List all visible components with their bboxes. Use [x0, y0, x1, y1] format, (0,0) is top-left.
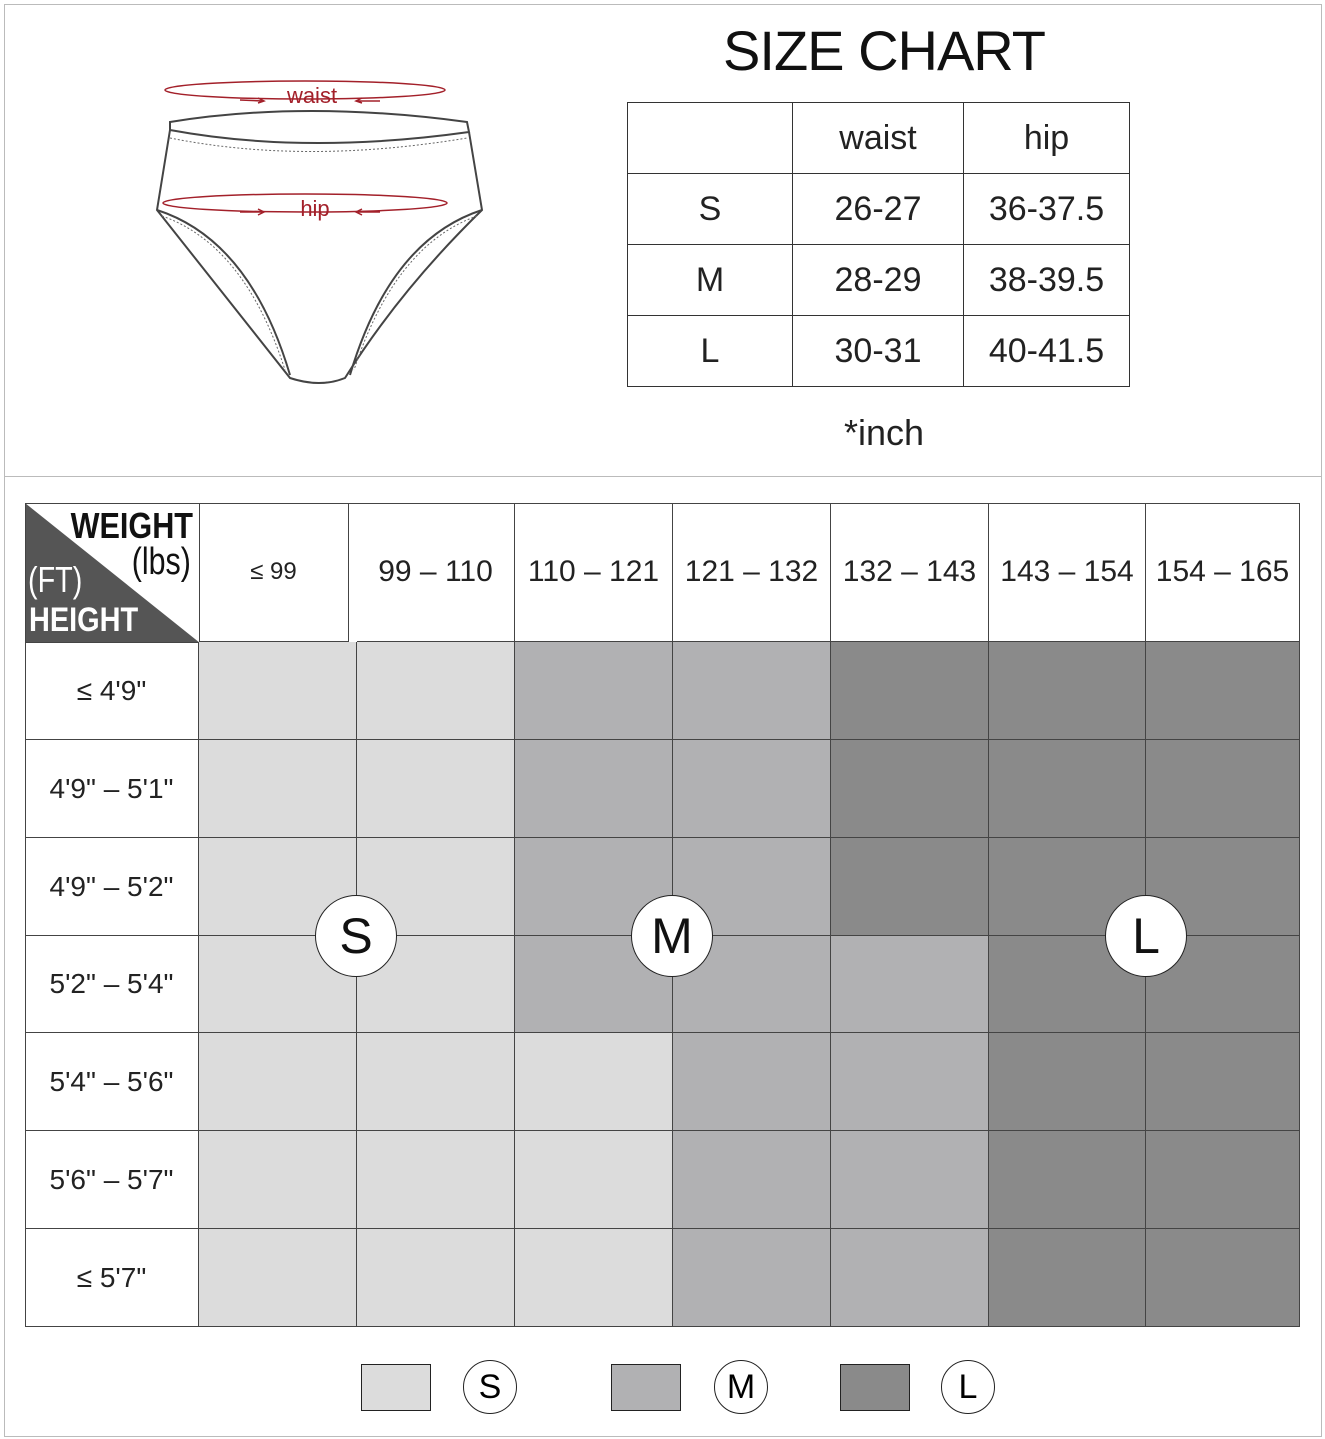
legend-swatch-m: [611, 1364, 681, 1411]
waist-cell: 28-29: [792, 244, 964, 316]
size-cell-l: [989, 740, 1146, 838]
waist-label: waist: [286, 83, 337, 108]
legend-label-m: M: [714, 1360, 768, 1414]
size-cell-s: [199, 642, 357, 740]
weight-column-header: 99 – 110: [357, 503, 515, 642]
size-cell: S: [627, 173, 793, 245]
weight-column-header: 143 – 154: [989, 503, 1146, 642]
size-cell-m: [515, 642, 673, 740]
legend-label-l: L: [941, 1360, 995, 1414]
legend-swatch-s: [361, 1364, 431, 1411]
header-cell: hip: [963, 102, 1130, 174]
legend-label-s: S: [463, 1360, 517, 1414]
size-cell: M: [627, 244, 793, 316]
size-cell-s: [515, 1131, 673, 1229]
height-label: HEIGHT: [29, 601, 139, 639]
size-cell-s: [357, 1033, 515, 1131]
size-cell-l: [989, 642, 1146, 740]
weight-column-header: 132 – 143: [831, 503, 989, 642]
section-divider: [4, 476, 1321, 477]
weight-column-header: 121 – 132: [673, 503, 831, 642]
height-row-header: 5'4" – 5'6": [25, 1033, 199, 1131]
size-cell-m: [673, 740, 831, 838]
size-cell-s: [199, 1131, 357, 1229]
table-row: M 28-29 38-39.5: [627, 244, 1130, 316]
legend-swatch-l: [840, 1364, 910, 1411]
weight-label: WEIGHT: [70, 505, 193, 546]
height-row-header: ≤ 5'7": [25, 1229, 199, 1327]
size-cell-l: [1146, 1131, 1300, 1229]
size-cell-s: [199, 1033, 357, 1131]
size-cell-s: [515, 1033, 673, 1131]
unit-note: *inch: [843, 412, 925, 453]
size-cell: L: [627, 315, 793, 387]
header-cell: [627, 102, 793, 174]
briefs-illustration: waist hip: [155, 80, 484, 384]
size-cell-m: [515, 740, 673, 838]
size-cell-m: [673, 642, 831, 740]
hip-cell: 38-39.5: [963, 244, 1130, 316]
size-cell-l: [989, 1033, 1146, 1131]
size-cell-m: [673, 1131, 831, 1229]
waist-cell: 26-27: [792, 173, 964, 245]
size-cell-m: [673, 1229, 831, 1327]
size-cell-s: [199, 1229, 357, 1327]
height-row-header: 5'6" – 5'7": [25, 1131, 199, 1229]
size-badge-m: M: [631, 895, 713, 977]
size-cell-l: [989, 1131, 1146, 1229]
hip-label: hip: [300, 196, 329, 221]
size-cell-s: [357, 740, 515, 838]
size-badge-s: S: [315, 895, 397, 977]
size-cell-s: [199, 740, 357, 838]
size-cell-l: [831, 838, 989, 936]
weight-column-header: 154 – 165: [1146, 503, 1300, 642]
header-cell: waist: [792, 102, 964, 174]
height-row-header: 5'2" – 5'4": [25, 936, 199, 1033]
size-cell-s: [515, 1229, 673, 1327]
table-header-row: waist hip: [627, 102, 1130, 174]
size-cell-l: [1146, 1229, 1300, 1327]
size-cell-m: [673, 1033, 831, 1131]
corner-diagonal: [25, 503, 199, 642]
hip-cell: 36-37.5: [963, 173, 1130, 245]
outer-frame: [4, 4, 1322, 1437]
hip-cell: 40-41.5: [963, 315, 1130, 387]
size-cell-l: [1146, 740, 1300, 838]
corner-header: WEIGHT (lbs) (FT) HEIGHT: [25, 503, 200, 643]
table-row: S 26-27 36-37.5: [627, 173, 1130, 245]
weight-unit: (lbs): [131, 541, 191, 583]
table-row: L 30-31 40-41.5: [627, 315, 1130, 387]
size-cell-s: [357, 1229, 515, 1327]
size-cell-m: [831, 1131, 989, 1229]
weight-column-header: ≤ 99: [199, 503, 349, 642]
size-cell-l: [1146, 1033, 1300, 1131]
size-cell-m: [831, 1033, 989, 1131]
size-cell-s: [357, 1131, 515, 1229]
height-row-header: ≤ 4'9": [25, 642, 199, 740]
height-unit: (FT): [28, 559, 83, 600]
weight-column-header: 110 – 121: [515, 503, 673, 642]
size-cell-s: [357, 642, 515, 740]
page-title: SIZE CHART: [723, 19, 1046, 82]
size-badge-l: L: [1105, 895, 1187, 977]
size-cell-l: [1146, 838, 1300, 936]
size-cell-l: [831, 740, 989, 838]
height-row-header: 4'9" – 5'2": [25, 838, 199, 936]
size-cell-m: [831, 936, 989, 1033]
height-row-header: 4'9" – 5'1": [25, 740, 199, 838]
size-cell-l: [989, 1229, 1146, 1327]
waist-cell: 30-31: [792, 315, 964, 387]
size-cell-l: [831, 642, 989, 740]
size-cell-l: [1146, 642, 1300, 740]
size-cell-m: [831, 1229, 989, 1327]
